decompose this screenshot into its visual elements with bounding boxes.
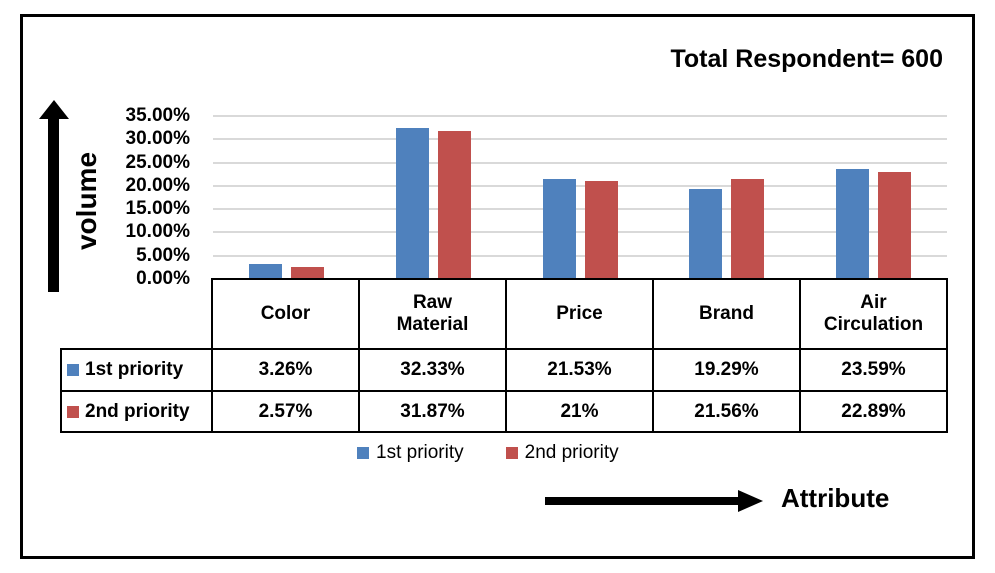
gridline [213,231,947,234]
table-column-header: Brand [652,278,801,350]
gridline [213,161,947,164]
y-tick-label: 20.00% [125,174,190,196]
table-row-header-label: 2nd priority [85,400,190,422]
table-column-header-label: Price [556,303,603,324]
x-axis-arrow [545,497,738,505]
y-tick-label: 35.00% [125,105,190,126]
table-column-header-label: Brand [699,303,754,324]
chart-border-frame [20,14,975,559]
table-cell-value: 31.87% [358,390,507,433]
y-tick-label: 0.00% [136,268,190,289]
bar-1st-priority [395,128,429,279]
table-column-header: Raw Material [358,278,507,350]
table-cell-value: 22.89% [799,390,948,433]
table-cell-value: 21.53% [505,348,654,392]
bar-1st-priority [249,263,282,279]
bar-2nd-priority [291,267,324,279]
table-column-header-label: Color [260,303,311,324]
table-row-header: 2nd priority [60,390,213,433]
table-cell-value: 3.26% [211,348,360,392]
table-cell-value: 23.59% [799,348,948,392]
gridline [213,208,947,211]
y-tick-label: 15.00% [125,198,190,220]
y-axis-tick-labels: 35.00% 30.00% 25.00% 20.00% 15.00% 10.00% 5.00… [90,0,190,573]
table-row: 2nd priority 2.57% 31.87% 21% 21.56% 22.89% [60,390,948,433]
gridline [213,254,947,257]
series-color-swatch-icon [67,405,79,418]
table-cell-value: 19.29% [652,348,801,392]
y-tick-label: 30.00% [125,128,190,150]
table-corner-spacer [61,279,212,349]
chart-title: Total Respondent= 600 [670,45,943,73]
table-column-header: Price [505,278,654,350]
y-tick-label: 5.00% [136,244,190,266]
legend-color-swatch-icon [505,447,518,459]
bar-2nd-priority [437,130,471,279]
table-cell-value: 21.56% [652,390,801,433]
table-column-header: Color [211,278,360,350]
bar-1st-priority [836,169,870,279]
plot-area [213,115,947,279]
bar-2nd-priority [731,178,765,279]
table-row-header-label: 1st priority [85,359,184,380]
x-axis-title: Attribute [781,483,890,513]
gridline [213,184,947,187]
bar-2nd-priority [584,181,618,279]
data-table-body: Color Raw Material Price Brand Air Circulati… [60,278,948,433]
y-axis-arrow [48,117,59,292]
table-row-header: 1st priority [60,348,213,392]
table-row: 1st priority 3.26% 32.33% 21.53% 19.29% 23.59… [60,348,948,392]
data-table: Color Raw Material Price Brand Air Circulati… [60,278,948,433]
legend-item-label: 1st priority [376,442,464,463]
table-column-header: Air Circulation [799,278,948,350]
bar-1st-priority [542,178,576,279]
series-color-swatch-icon [67,364,79,376]
table-cell-value: 2.57% [211,390,360,433]
table-cell-value: 32.33% [358,348,507,392]
x-axis-arrow-head-icon [738,490,763,512]
y-tick-label: 25.00% [125,151,190,173]
legend-color-swatch-icon [357,447,369,459]
table-cell-value: 21% [505,390,654,433]
legend-item: 2nd priority [505,442,619,464]
legend-item: 1st priority [357,442,464,464]
table-header-row: Color Raw Material Price Brand Air Circulati… [61,278,948,350]
chart-legend: 1st priority 2nd priority [357,442,619,464]
bar-1st-priority [689,189,723,279]
y-axis-arrow-head-icon [39,100,69,119]
gridline [213,138,947,141]
gridline [213,115,947,117]
table-column-header-label: Raw Material [396,292,469,335]
legend-item-label: 2nd priority [524,442,619,463]
y-tick-label: 10.00% [125,221,190,243]
bar-2nd-priority [878,172,912,279]
table-column-header-label: Air Circulation [823,292,924,335]
